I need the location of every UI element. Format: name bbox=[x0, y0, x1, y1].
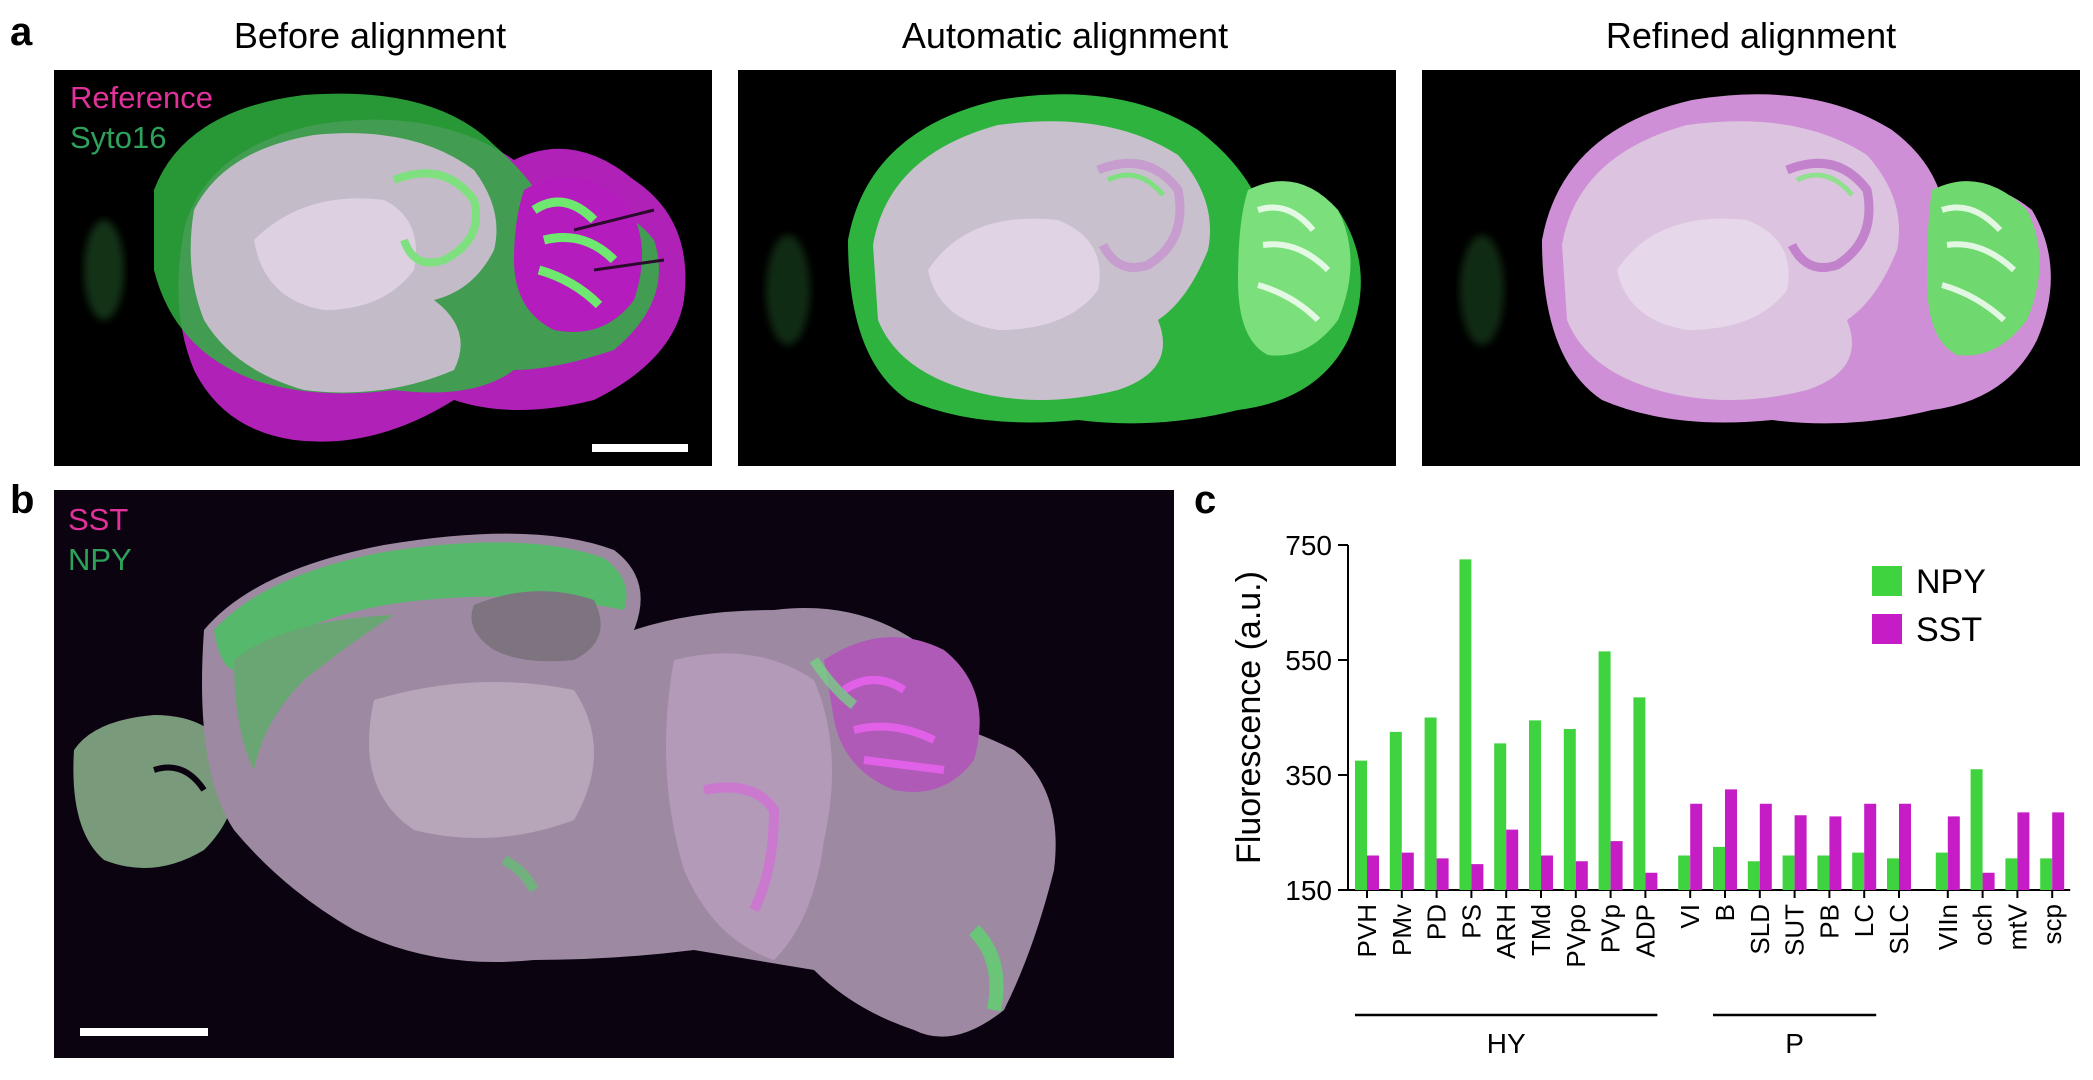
bar-npy-VI bbox=[1678, 855, 1691, 890]
panel-c-letter: c bbox=[1194, 478, 1217, 522]
x-tick-label-LC: LC bbox=[1849, 904, 1879, 937]
bar-npy-och bbox=[1970, 769, 1983, 890]
bar-sst-scp bbox=[2052, 812, 2065, 890]
x-tick-label-VI: VI bbox=[1675, 904, 1705, 929]
legend-swatch-npy bbox=[1872, 566, 1902, 596]
bar-sst-LC bbox=[1864, 803, 1877, 890]
x-tick-label-PVp: PVp bbox=[1596, 904, 1626, 953]
bar-npy-SLD bbox=[1747, 861, 1760, 890]
bar-npy-B bbox=[1713, 846, 1725, 890]
x-tick-label-ARH: ARH bbox=[1491, 904, 1521, 959]
x-tick-label-PS: PS bbox=[1456, 904, 1486, 939]
bar-npy-ADP bbox=[1633, 697, 1646, 890]
before-alignment-brain-illustration bbox=[84, 93, 686, 442]
sst-npy-brain-illustration bbox=[73, 533, 1056, 1037]
bar-npy-PVp bbox=[1598, 651, 1611, 890]
bar-sst-PVp bbox=[1610, 841, 1623, 890]
bar-npy-LC bbox=[1852, 852, 1865, 890]
title-before-alignment: Before alignment bbox=[233, 15, 507, 56]
bar-sst-VIIn bbox=[1947, 816, 1960, 890]
bar-npy-PVpo bbox=[1563, 729, 1576, 890]
group-label-P: P bbox=[1785, 1028, 1804, 1059]
x-tick-label-TMd: TMd bbox=[1526, 904, 1556, 956]
y-tick-label-350: 350 bbox=[1285, 760, 1332, 791]
legend-swatch-sst bbox=[1872, 614, 1902, 644]
bar-sst-PS bbox=[1471, 864, 1484, 890]
bar-sst-VI bbox=[1690, 803, 1703, 890]
legend-npy: NPY bbox=[68, 542, 132, 577]
automatic-alignment-image bbox=[738, 70, 1396, 466]
bar-sst-B bbox=[1725, 789, 1737, 890]
panel-b-letter: b bbox=[10, 478, 35, 522]
bar-npy-PMv bbox=[1389, 731, 1402, 890]
x-tick-label-SLD: SLD bbox=[1745, 904, 1775, 955]
bar-sst-PD bbox=[1436, 858, 1449, 890]
bar-sst-SLD bbox=[1759, 803, 1772, 890]
bar-npy-ARH bbox=[1494, 743, 1507, 890]
legend-sst: SST bbox=[68, 502, 129, 537]
x-tick-label-PB: PB bbox=[1814, 904, 1844, 939]
bar-npy-PD bbox=[1424, 717, 1437, 890]
bar-npy-scp bbox=[2040, 858, 2053, 890]
bar-sst-PB bbox=[1829, 816, 1842, 890]
bar-npy-mtV bbox=[2005, 858, 2018, 890]
scale-bar-b bbox=[80, 1028, 208, 1036]
bar-npy-SLC bbox=[1887, 858, 1899, 890]
bar-npy-VIIn bbox=[1935, 852, 1948, 890]
bar-sst-PMv bbox=[1401, 852, 1414, 890]
bar-sst-och bbox=[1982, 872, 1995, 890]
before-alignment-image: Reference Syto16 bbox=[54, 70, 712, 466]
y-tick-label-750: 750 bbox=[1285, 530, 1332, 561]
bar-npy-PS bbox=[1459, 559, 1472, 890]
bar-sst-PVH bbox=[1367, 855, 1379, 890]
x-tick-label-SLC: SLC bbox=[1884, 904, 1914, 955]
x-tick-label-mtV: mtV bbox=[2002, 903, 2032, 950]
bar-sst-ARH bbox=[1506, 829, 1519, 890]
x-tick-label-PVpo: PVpo bbox=[1561, 904, 1591, 968]
automatic-alignment-brain-illustration bbox=[766, 94, 1361, 424]
x-tick-label-B: B bbox=[1710, 904, 1740, 921]
bar-sst-ADP bbox=[1645, 872, 1658, 890]
bar-npy-PB bbox=[1817, 855, 1830, 890]
bar-sst-PVpo bbox=[1575, 861, 1588, 890]
y-tick-label-150: 150 bbox=[1285, 875, 1332, 906]
x-tick-label-PMv: PMv bbox=[1387, 904, 1417, 956]
x-tick-label-och: och bbox=[1968, 904, 1998, 946]
x-tick-label-VIIn: VIIn bbox=[1933, 904, 1963, 950]
refined-alignment-image bbox=[1422, 70, 2080, 466]
bar-npy-PVH bbox=[1355, 760, 1367, 890]
title-refined-alignment: Refined alignment bbox=[1605, 15, 1897, 56]
bar-npy-SUT bbox=[1782, 855, 1795, 890]
x-tick-label-scp: scp bbox=[2037, 904, 2067, 944]
refined-alignment-brain-illustration bbox=[1460, 94, 2051, 424]
x-tick-label-PD: PD bbox=[1422, 904, 1452, 940]
bar-sst-SLC bbox=[1899, 803, 1911, 890]
legend-label-sst: SST bbox=[1916, 611, 1982, 649]
legend-label-npy: NPY bbox=[1916, 563, 1986, 601]
bar-npy-TMd bbox=[1529, 720, 1541, 890]
x-tick-label-ADP: ADP bbox=[1630, 904, 1660, 957]
scale-bar-a bbox=[592, 444, 688, 452]
legend-syto16: Syto16 bbox=[70, 120, 167, 155]
y-tick-label-550: 550 bbox=[1285, 645, 1332, 676]
group-label-HY: HY bbox=[1487, 1028, 1526, 1059]
title-automatic-alignment: Automatic alignment bbox=[901, 15, 1229, 56]
legend-reference: Reference bbox=[70, 80, 214, 115]
bar-sst-SUT bbox=[1794, 815, 1807, 890]
y-axis-label: Fluorescence (a.u.) bbox=[1230, 571, 1268, 864]
sst-npy-brain-image: SST NPY bbox=[54, 490, 1174, 1058]
bar-sst-mtV bbox=[2017, 812, 2030, 890]
panel-a-letter: a bbox=[10, 10, 33, 54]
x-tick-label-SUT: SUT bbox=[1780, 904, 1810, 956]
bar-sst-TMd bbox=[1541, 855, 1553, 890]
x-tick-label-PVH: PVH bbox=[1352, 904, 1382, 957]
